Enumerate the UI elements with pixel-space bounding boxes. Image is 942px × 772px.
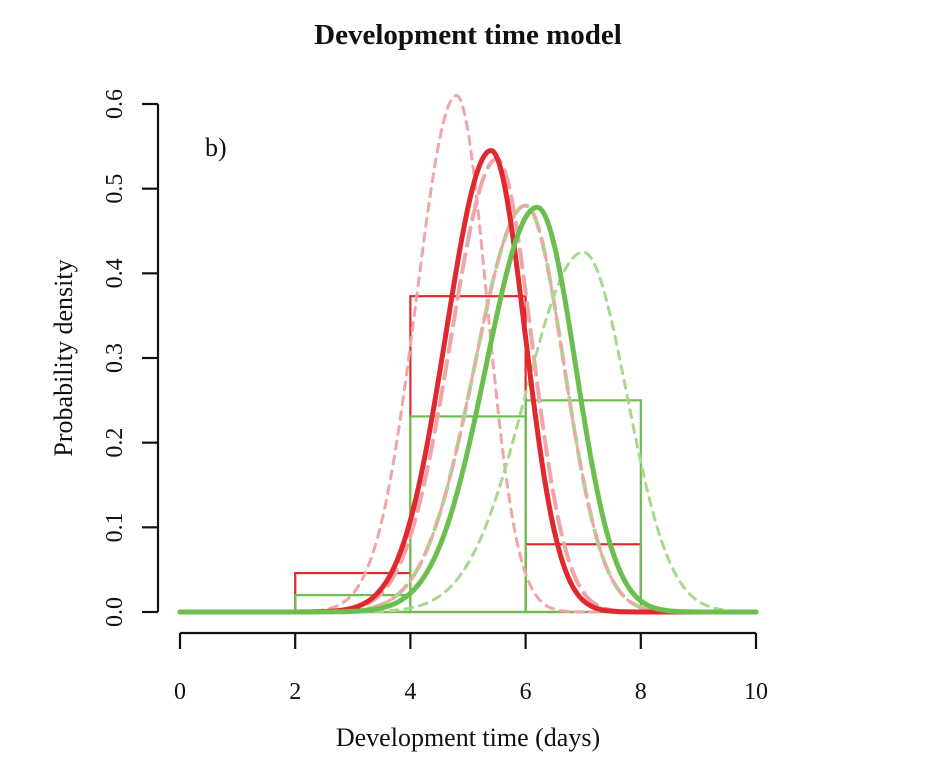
- density-curve-red_light-dashed-2: [178, 94, 758, 614]
- x-tick-label-4: 8: [635, 679, 647, 705]
- density-curves-layer: [177, 94, 759, 615]
- x-tick-label-0: 0: [174, 679, 186, 705]
- y-tick-label-1: 0.1: [102, 512, 128, 542]
- x-tick-label-1: 2: [289, 679, 301, 705]
- y-tick-label-4: 0.4: [102, 258, 128, 288]
- density-curve-green_light-dashed-6: [178, 250, 758, 614]
- y-axis: 0.0 0.1 0.2 0.3 0.4 0.5 0.6: [102, 89, 160, 627]
- density-curve-red_light-longdash-3: [178, 157, 758, 614]
- y-tick-label-0: 0.0: [102, 597, 128, 627]
- density-curve-red-solid-0: [177, 148, 759, 615]
- density-curve-green_light-longdash-4: [178, 203, 758, 614]
- y-tick-label-3: 0.3: [102, 343, 128, 373]
- density-curve-green-solid-1: [177, 204, 759, 615]
- x-tick-label-5: 10: [744, 679, 768, 705]
- x-tick-label-3: 6: [520, 679, 532, 705]
- density-curve-red_light-dashed-5: [178, 204, 758, 614]
- chart-title: Development time model: [314, 19, 622, 51]
- y-tick-label-6: 0.6: [102, 89, 128, 119]
- y-tick-label-2: 0.2: [102, 428, 128, 458]
- x-axis-label: Development time (days): [336, 723, 600, 752]
- x-tick-label-2: 4: [404, 679, 416, 705]
- y-axis-label: Probability density: [49, 259, 78, 456]
- x-axis: 0 2 4 6 8 10: [174, 631, 768, 705]
- y-tick-label-5: 0.5: [102, 174, 128, 204]
- panel-label: b): [205, 133, 227, 162]
